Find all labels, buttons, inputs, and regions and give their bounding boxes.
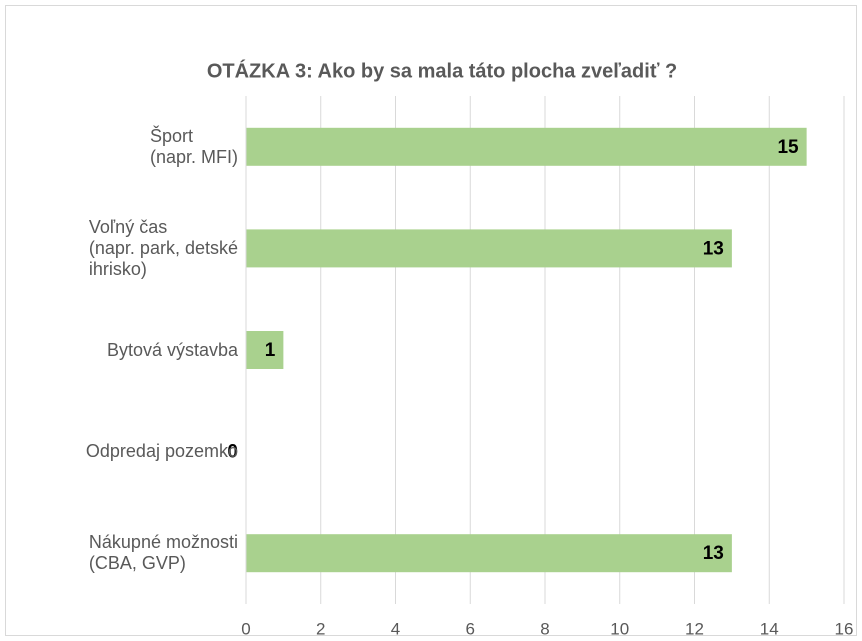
x-tick-label: 12 [685, 619, 704, 638]
x-tick-label: 2 [316, 619, 325, 638]
x-tick-label: 14 [760, 619, 779, 638]
value-label: 13 [703, 238, 724, 259]
y-tick-label: Odpredaj pozemko [85, 441, 238, 462]
y-tick-label: Nákupné možnosti (CBA, GVP) [88, 532, 238, 574]
bar [246, 127, 807, 166]
value-label: 13 [703, 543, 724, 564]
chart-border [5, 5, 857, 636]
x-tick-label: 4 [391, 619, 400, 638]
y-tick-label: Voľný čas (napr. park, detské ihrisko) [88, 216, 238, 279]
chart-title: OTÁZKA 3: Ako by sa mala táto plocha zve… [207, 59, 677, 82]
x-tick-label: 0 [241, 619, 250, 638]
value-label: 0 [227, 442, 238, 463]
x-tick-label: 6 [466, 619, 475, 638]
x-tick-label: 8 [540, 619, 549, 638]
bar [246, 229, 732, 268]
value-label: 1 [265, 340, 276, 361]
x-tick-label: 16 [835, 619, 854, 638]
bar [246, 331, 284, 369]
value-label: 15 [777, 137, 799, 158]
x-tick-label: 10 [610, 619, 629, 638]
bar [246, 534, 732, 573]
y-tick-label: Bytová výstavba [106, 339, 238, 360]
y-tick-label: Šport (napr. MFI) [149, 125, 238, 167]
